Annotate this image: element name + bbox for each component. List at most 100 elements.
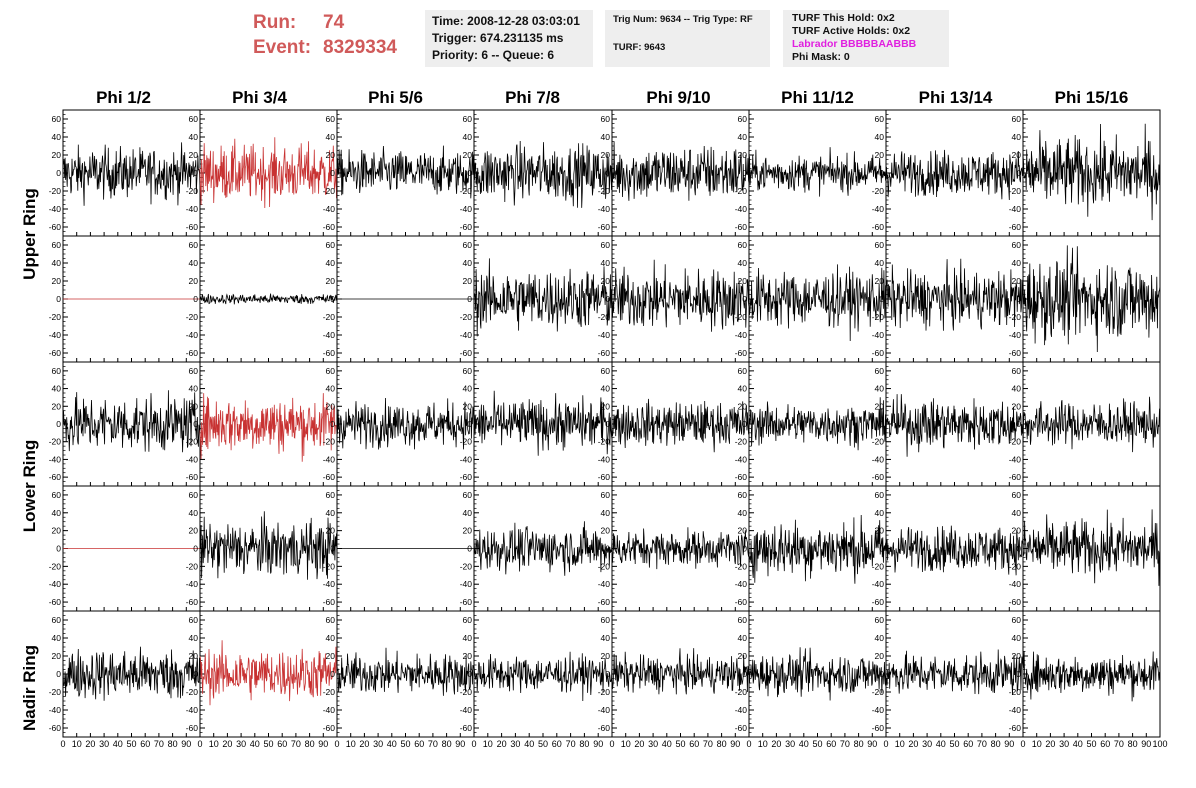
y-tick-label: 60: [52, 366, 62, 376]
y-tick-label: -60: [735, 597, 748, 607]
x-tick-label: 40: [113, 739, 123, 749]
y-tick-label: 60: [875, 366, 885, 376]
y-tick-label: -40: [323, 454, 336, 464]
y-tick-label: 0: [467, 544, 472, 554]
y-tick-label: 0: [467, 419, 472, 429]
y-tick-label: -60: [1009, 597, 1022, 607]
waveform-panel-r3-c8: 60 40 20 0 -20 -40 -60: [1009, 361, 1161, 487]
x-tick-label: 70: [1114, 739, 1124, 749]
y-tick-label: 40: [1012, 633, 1022, 643]
trigger-info-box: Trig Num: 9634 -- Trig Type: RF TURF: 96…: [605, 10, 770, 67]
x-tick-label: 70: [840, 739, 850, 749]
y-tick-label: -60: [598, 348, 611, 358]
x-tick-label: 10: [758, 739, 768, 749]
y-tick-label: 60: [52, 490, 62, 500]
y-tick-label: 40: [875, 132, 885, 142]
x-tick-label: 90: [455, 739, 465, 749]
phi-header-2: Phi 3/4: [232, 88, 287, 107]
waveform-trace: [1022, 509, 1161, 586]
y-tick-label: 20: [738, 276, 748, 286]
waveform-trace: [62, 142, 201, 206]
y-tick-label: 40: [1012, 508, 1022, 518]
y-tick-label: -60: [186, 222, 199, 232]
y-tick-label: 60: [326, 240, 336, 250]
y-tick-label: -40: [735, 330, 748, 340]
waveform-trace: [748, 264, 887, 342]
y-tick-label: -40: [186, 204, 199, 214]
y-tick-label: 20: [875, 401, 885, 411]
x-tick-label: 0: [1020, 739, 1025, 749]
y-tick-label: 0: [605, 544, 610, 554]
turf-text: TURF: 9643: [613, 42, 666, 53]
turf-this-hold-text: TURF This Hold: 0x2: [792, 12, 895, 24]
waveform-trace: [199, 293, 338, 305]
phi-header-7: Phi 13/14: [918, 88, 993, 107]
y-tick-label: 0: [56, 419, 61, 429]
x-tick-label: 0: [746, 739, 751, 749]
x-tick-label: 10: [621, 739, 631, 749]
x-tick-label: 90: [181, 739, 191, 749]
waveform-trace: [1022, 123, 1161, 221]
y-tick-label: 60: [875, 114, 885, 124]
y-tick-label: -20: [598, 186, 611, 196]
y-tick-label: -20: [186, 561, 199, 571]
y-tick-label: -20: [323, 312, 336, 322]
y-tick-label: 60: [601, 490, 611, 500]
waveform-panel-r4-c8: 60 40 20 0 -20 -40 -60: [1009, 485, 1161, 612]
x-tick-label: 80: [1128, 739, 1138, 749]
y-tick-label: 20: [1012, 651, 1022, 661]
waveform-panel-r5-c3: 60 40 20 0 -20 -40 -60: [323, 610, 475, 738]
y-tick-label: 60: [463, 490, 473, 500]
x-tick-label: 80: [305, 739, 315, 749]
y-tick-label: -60: [49, 597, 62, 607]
y-tick-label: -20: [872, 687, 885, 697]
y-tick-label: 0: [330, 294, 335, 304]
y-tick-label: -60: [323, 472, 336, 482]
y-tick-label: 20: [326, 150, 336, 160]
y-tick-label: 20: [189, 150, 199, 160]
y-tick-label: 40: [189, 258, 199, 268]
waveform-panel-r5-c7: 60 40 20 0 -20 -40 -60: [872, 610, 1024, 738]
x-tick-label: 20: [359, 739, 369, 749]
waveform-trace: [748, 397, 887, 451]
waveform-trace: [473, 140, 613, 208]
x-tick-label: 20: [634, 739, 644, 749]
x-tick-label: 10: [209, 739, 219, 749]
waveform-panel-r4-c3: 60 40 20 0 -20 -40 -60: [323, 485, 475, 612]
y-tick-label: -20: [49, 687, 62, 697]
x-tick-label: 30: [99, 739, 109, 749]
waveform-trace: [473, 258, 613, 337]
y-tick-label: 20: [326, 651, 336, 661]
panel-frame: [199, 235, 338, 363]
y-tick-label: 20: [326, 276, 336, 286]
y-tick-label: -60: [735, 222, 748, 232]
x-tick-label: 100: [1152, 739, 1167, 749]
y-tick-label: 0: [193, 419, 198, 429]
y-tick-label: 40: [875, 384, 885, 394]
waveform-panel-r5-c5: 60 40 20 0 -20 -40 -60: [598, 610, 750, 738]
y-tick-label: 40: [601, 132, 611, 142]
y-tick-label: -60: [186, 472, 199, 482]
y-tick-label: -60: [598, 723, 611, 733]
y-tick-label: 0: [193, 669, 198, 679]
y-tick-label: -20: [598, 312, 611, 322]
phi-header-1: Phi 1/2: [96, 88, 151, 107]
time-info-box: Time: 2008-12-28 03:03:01 Trigger: 674.2…: [425, 10, 593, 67]
y-tick-label: 60: [189, 490, 199, 500]
x-tick-label: 40: [387, 739, 397, 749]
y-tick-label: -40: [460, 705, 473, 715]
x-tick-label: 10: [895, 739, 905, 749]
waveform-panel-r4-c6: 60 40 20 0 -20 -40 -60: [735, 485, 887, 612]
y-tick-label: 0: [879, 294, 884, 304]
y-tick-label: 40: [463, 508, 473, 518]
y-tick-label: -40: [186, 705, 199, 715]
y-tick-label: 20: [189, 651, 199, 661]
y-tick-label: -60: [460, 723, 473, 733]
y-tick-label: 40: [601, 633, 611, 643]
y-tick-label: -60: [323, 222, 336, 232]
waveform-panel-r5-c2: 60 40 20 0 -20 -40 -60: [186, 610, 338, 738]
y-tick-label: 40: [52, 384, 62, 394]
y-tick-label: -40: [49, 705, 62, 715]
waveform-panel-r1-c8: 60 40 20 0 -20 -40 -60: [1009, 109, 1161, 237]
waveform-trace: [336, 397, 475, 450]
